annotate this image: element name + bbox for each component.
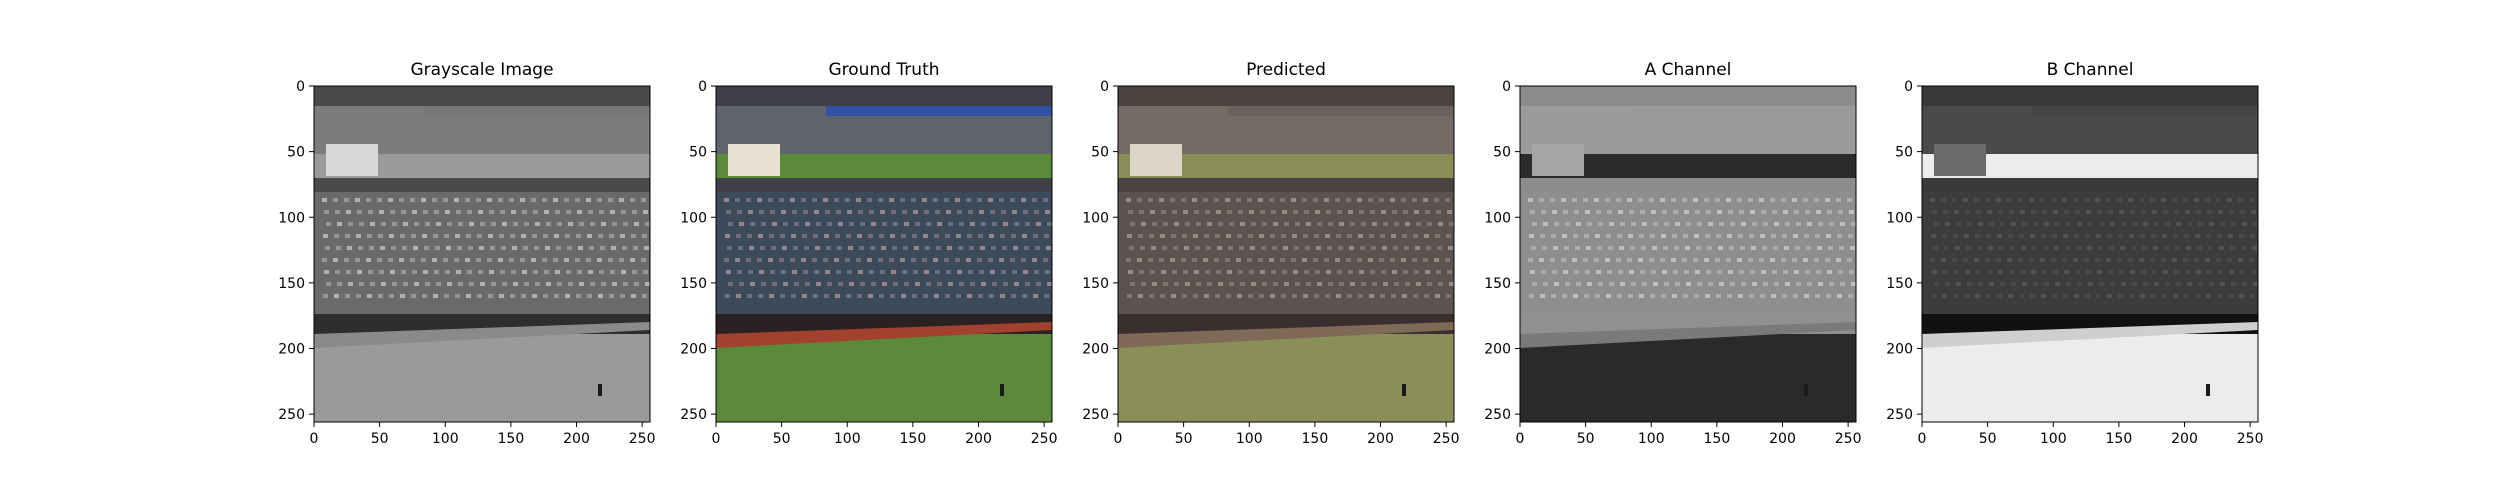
x-tick-label: 0: [1114, 431, 1123, 447]
image-axes: 0 50 100 150 200 250 0 50 100 150 200 250: [680, 79, 1057, 447]
x-tick-label: 50: [773, 431, 791, 447]
image-axes: 0 50 100 150 200 250 0 50 100 150 200 250: [1886, 79, 2263, 447]
x-tick-label: 0: [712, 431, 721, 447]
y-tick-label: 150: [1484, 276, 1511, 292]
panel-a-channel: A Channel 0 50 100 150 200 250 0 50 100 150 200 250: [1484, 0, 1861, 500]
x-tick-label: 100: [1638, 431, 1665, 447]
y-tick-label: 50: [1895, 145, 1913, 161]
y-tick-label: 150: [278, 276, 305, 292]
axes-frame: [313, 85, 651, 423]
y-tick-label: 0: [1100, 79, 1109, 95]
y-tick-label: 200: [680, 342, 707, 358]
y-tick-label: 150: [1886, 276, 1913, 292]
x-tick-label: 150: [900, 431, 927, 447]
axes-frame: [715, 85, 1053, 423]
x-tick-label: 150: [498, 431, 525, 447]
image-content: [314, 86, 650, 422]
axes-frame: [1519, 85, 1857, 423]
panel-title: B Channel: [2046, 60, 2134, 80]
x-tick-label: 200: [1367, 431, 1394, 447]
x-tick-label: 0: [1918, 431, 1927, 447]
x-tick-label: 100: [2040, 431, 2067, 447]
x-tick-label: 200: [1769, 431, 1796, 447]
y-tick-label: 100: [278, 210, 305, 226]
x-tick-label: 250: [1835, 431, 1862, 447]
panel-grayscale: Grayscale Image 0 50 100 150 200 250 0 50 100 150…: [278, 0, 655, 500]
panel-title: Ground Truth: [828, 60, 940, 80]
x-tick-label: 150: [1302, 431, 1329, 447]
x-tick-label: 200: [965, 431, 992, 447]
y-tick-label: 200: [1082, 342, 1109, 358]
x-tick-label: 0: [1516, 431, 1525, 447]
y-tick-label: 50: [1091, 145, 1109, 161]
y-tick-label: 50: [287, 145, 305, 161]
image-content: [1520, 86, 1856, 422]
x-tick-label: 200: [2171, 431, 2198, 447]
y-tick-label: 100: [1082, 210, 1109, 226]
y-tick-label: 150: [680, 276, 707, 292]
axes-frame: [1117, 85, 1455, 423]
y-tick-label: 200: [278, 342, 305, 358]
x-tick-label: 250: [1031, 431, 1058, 447]
y-tick-label: 50: [689, 145, 707, 161]
image-axes: 0 50 100 150 200 250 0 50 100 150 200 250: [1082, 79, 1459, 447]
panel-title: A Channel: [1644, 60, 1732, 80]
y-tick-label: 0: [1502, 79, 1511, 95]
y-tick-label: 250: [1082, 407, 1109, 423]
x-tick-label: 50: [1979, 431, 1997, 447]
panel-ground-truth: Ground Truth 0 50 100 150 200 250 0 50 100 150 200…: [680, 0, 1057, 500]
y-tick-label: 100: [680, 210, 707, 226]
y-tick-label: 250: [680, 407, 707, 423]
y-tick-label: 100: [1484, 210, 1511, 226]
x-tick-label: 250: [629, 431, 656, 447]
y-tick-label: 250: [1484, 407, 1511, 423]
y-tick-label: 50: [1493, 145, 1511, 161]
x-tick-label: 100: [834, 431, 861, 447]
y-tick-label: 0: [296, 79, 305, 95]
panel-title: Predicted: [1246, 60, 1326, 80]
panel-title: Grayscale Image: [410, 60, 554, 80]
x-tick-label: 0: [310, 431, 319, 447]
axes-frame: [1921, 85, 2259, 423]
panel-b-channel: B Channel 0 50 100 150 200 250 0 50 100 150 200 250: [1886, 0, 2263, 500]
x-tick-label: 150: [1704, 431, 1731, 447]
x-tick-label: 50: [371, 431, 389, 447]
image-axes: 0 50 100 150 200 250 0 50 100 150 200 250: [278, 79, 655, 447]
x-tick-label: 200: [563, 431, 590, 447]
y-tick-label: 150: [1082, 276, 1109, 292]
y-tick-label: 200: [1886, 342, 1913, 358]
x-tick-label: 150: [2106, 431, 2133, 447]
y-tick-label: 100: [1886, 210, 1913, 226]
x-tick-label: 50: [1175, 431, 1193, 447]
x-tick-label: 50: [1577, 431, 1595, 447]
y-tick-label: 0: [1904, 79, 1913, 95]
y-tick-label: 250: [278, 407, 305, 423]
panel-predicted: Predicted 0 50 100 150 200 250 0 50 100 150 200 250: [1082, 0, 1459, 500]
image-content: [1922, 86, 2258, 422]
x-tick-label: 250: [2237, 431, 2264, 447]
image-axes: 0 50 100 150 200 250 0 50 100 150 200 250: [1484, 79, 1861, 447]
x-tick-label: 100: [432, 431, 459, 447]
y-tick-label: 250: [1886, 407, 1913, 423]
x-tick-label: 100: [1236, 431, 1263, 447]
y-tick-label: 200: [1484, 342, 1511, 358]
image-content: [1118, 86, 1454, 422]
image-content: [716, 86, 1052, 422]
y-tick-label: 0: [698, 79, 707, 95]
x-tick-label: 250: [1433, 431, 1460, 447]
